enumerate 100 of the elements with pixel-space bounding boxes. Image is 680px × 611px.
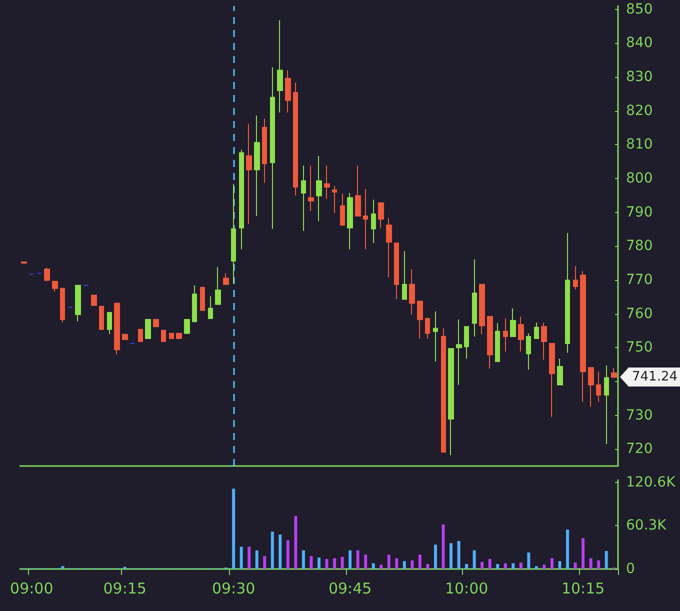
bar (294, 516, 298, 569)
bar (589, 558, 592, 569)
bar (519, 562, 522, 569)
bar (372, 563, 375, 569)
bar (504, 563, 507, 569)
x-tick-label: 10:00 (444, 580, 488, 598)
x-tick-label: 09:15 (103, 580, 146, 598)
candlestick (371, 199, 376, 244)
candlestick (208, 296, 213, 320)
candlestick (270, 66, 275, 230)
bar (333, 558, 336, 569)
candlestick (277, 20, 283, 114)
bar (550, 558, 554, 569)
candlestick (340, 193, 345, 226)
candlestick (417, 300, 423, 339)
candlestick (549, 343, 555, 418)
candlestick (409, 268, 415, 315)
candlestick (433, 310, 438, 362)
candlestick (347, 192, 353, 250)
candlestick (316, 155, 322, 222)
x-tick-label: 09:00 (10, 580, 54, 598)
bar (442, 524, 445, 569)
candlestick (200, 286, 205, 311)
candlestick (176, 332, 182, 339)
bar (488, 558, 492, 569)
bar (255, 550, 258, 569)
candlestick (254, 115, 260, 217)
bar (434, 544, 437, 569)
candlestick (596, 371, 601, 402)
bar (286, 540, 290, 569)
candlestick (557, 358, 563, 386)
bar (426, 564, 430, 569)
text: 741.24 (629, 368, 680, 387)
bar (480, 562, 484, 569)
candlestick (52, 280, 58, 292)
bar (496, 564, 500, 569)
candlestick (308, 165, 314, 212)
candlestick (355, 165, 361, 217)
bar (450, 543, 453, 569)
bar (604, 551, 608, 569)
bar (380, 564, 383, 569)
y-tick-label: 850 (626, 1, 653, 18)
candlestick (541, 322, 547, 360)
candlestick (456, 319, 462, 386)
bar (534, 566, 538, 569)
candlestick (107, 312, 112, 335)
candlestick (184, 319, 190, 334)
bar (395, 558, 398, 569)
bar (240, 546, 243, 569)
bar (318, 558, 320, 569)
candlestick (44, 267, 50, 282)
x-tick-label: 10:15 (561, 580, 605, 598)
x-tick-label: 09:45 (328, 580, 372, 598)
bar (325, 558, 328, 569)
candlestick (262, 118, 267, 184)
bar (582, 538, 585, 569)
bar (310, 556, 313, 569)
bar (472, 550, 476, 569)
bar (512, 563, 515, 569)
candlestick (363, 188, 368, 250)
candlestick (293, 82, 298, 196)
candlestick (441, 328, 446, 453)
y-tick-label: 830 (626, 69, 653, 86)
candlestick (138, 328, 143, 342)
candlestick (378, 202, 384, 228)
bar (232, 488, 236, 569)
candlestick (611, 367, 617, 378)
y-tick-label: 770 (626, 272, 653, 288)
y-tick-label: 760 (626, 306, 653, 322)
bar (527, 552, 530, 569)
candlestick (479, 284, 485, 335)
candlestick (122, 334, 128, 340)
candlestick (231, 183, 236, 284)
bar (418, 554, 422, 569)
y-tick-label: 820 (626, 102, 653, 119)
candlestick (402, 250, 407, 300)
bar (574, 562, 577, 569)
candlestick (114, 302, 120, 355)
candlestick (386, 218, 392, 278)
bar (348, 550, 352, 569)
bar (542, 564, 546, 569)
candlestick (75, 284, 81, 322)
candlestick (239, 149, 244, 250)
candlestick (580, 270, 586, 402)
bar (457, 541, 460, 569)
bar (364, 554, 368, 569)
candlestick (518, 316, 524, 352)
bar (566, 530, 570, 569)
candlestick (169, 332, 174, 339)
bar (465, 564, 468, 569)
bar (340, 556, 344, 569)
bar (402, 561, 406, 569)
bar (263, 556, 266, 569)
candlestick (285, 70, 291, 114)
bar (61, 566, 64, 569)
y-tick-label: 60.3K (626, 518, 668, 534)
y-tick-label: 800 (626, 170, 653, 186)
candlestick (192, 284, 197, 322)
candlestick (510, 308, 516, 337)
candlestick (99, 306, 104, 330)
